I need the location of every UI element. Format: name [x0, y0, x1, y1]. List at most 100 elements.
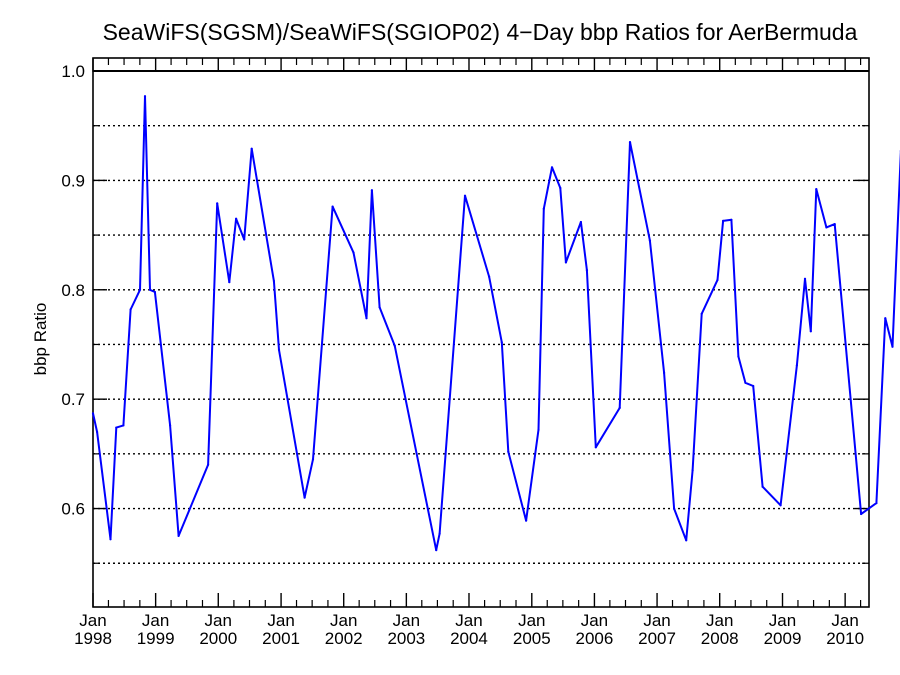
x-tick-label-year: 2003: [387, 629, 425, 648]
x-tick-label-year: 2005: [513, 629, 551, 648]
x-tick-label-month: Jan: [518, 611, 545, 630]
data-point: [378, 306, 381, 309]
data-point: [685, 539, 688, 542]
data-point: [153, 290, 156, 294]
data-point: [825, 226, 828, 229]
data-point: [463, 194, 467, 197]
data-point: [507, 450, 510, 453]
data-point: [352, 251, 355, 254]
data-point: [663, 371, 666, 374]
data-point: [779, 504, 782, 507]
data-point: [500, 341, 503, 344]
data-point: [891, 345, 894, 348]
x-tick-label-month: Jan: [643, 611, 670, 630]
data-point: [138, 288, 142, 291]
data-point: [243, 238, 246, 241]
data-point: [884, 317, 887, 320]
x-tick-label-month: Jan: [769, 611, 796, 630]
series-line: [92, 95, 900, 552]
data-point: [752, 384, 755, 388]
data-point: [716, 278, 719, 281]
data-point: [803, 277, 807, 280]
data-point: [177, 534, 180, 538]
data-point: [277, 348, 281, 351]
data-point: [875, 502, 878, 505]
data-point: [370, 189, 373, 192]
data-point: [730, 218, 733, 221]
x-tick-label-year: 2010: [826, 629, 864, 648]
data-point: [525, 519, 528, 522]
x-tick-label-month: Jan: [142, 611, 169, 630]
chart-title: SeaWiFS(SGSM)/SeaWiFS(SGIOP02) 4−Day bbp…: [103, 19, 858, 45]
data-point: [860, 512, 863, 516]
data-point: [393, 344, 396, 347]
x-tick-label-year: 2008: [701, 629, 739, 648]
data-point: [143, 95, 147, 98]
x-tick-label-month: Jan: [455, 611, 482, 630]
data-point: [365, 317, 368, 320]
y-axis-label: bbp Ratio: [31, 303, 50, 376]
data-point: [109, 538, 112, 541]
data-point: [537, 428, 540, 431]
data-point: [207, 463, 210, 466]
x-tick-label-month: Jan: [581, 611, 608, 630]
data-point: [579, 220, 583, 224]
plot-frame: [92, 57, 870, 608]
data-point: [700, 312, 703, 315]
data-point: [564, 261, 568, 264]
data-point: [435, 549, 438, 552]
y-tick-label: 1.0: [61, 62, 85, 81]
x-tick-label-year: 1999: [137, 629, 175, 648]
data-point: [438, 532, 441, 535]
data-point: [129, 308, 132, 311]
x-tick-label-year: 1998: [74, 629, 112, 648]
data-point: [585, 269, 589, 272]
data-point: [722, 219, 725, 222]
data-point: [228, 281, 231, 284]
x-tick-label-month: Jan: [393, 611, 420, 630]
x-tick-label-year: 2002: [325, 629, 363, 648]
data-point: [691, 469, 694, 472]
x-tick-label-month: Jan: [267, 611, 294, 630]
data-point: [809, 330, 812, 333]
y-tick-label: 0.6: [61, 500, 85, 519]
y-tick-label: 0.8: [61, 281, 85, 300]
data-point: [169, 424, 172, 427]
data-point: [115, 426, 118, 429]
data-point: [331, 205, 334, 208]
y-tick-label: 0.7: [61, 390, 85, 409]
x-tick-label-month: Jan: [79, 611, 106, 630]
x-tick-label-year: 2006: [576, 629, 614, 648]
axes: [92, 57, 870, 608]
x-tick-label-month: Jan: [831, 611, 858, 630]
data-point: [311, 458, 315, 461]
grid: [93, 70, 869, 564]
x-tick-label-month: Jan: [205, 611, 232, 630]
series: [91, 95, 900, 552]
data-point: [744, 381, 747, 384]
data-point: [303, 496, 306, 499]
x-tick-label-year: 2000: [199, 629, 237, 648]
x-tick-label-year: 2004: [450, 629, 488, 648]
data-point: [91, 412, 95, 415]
y-tick-label: 0.9: [61, 171, 85, 190]
data-point: [250, 147, 253, 150]
data-point: [618, 406, 621, 409]
x-tick-label-year: 2007: [638, 629, 676, 648]
data-point: [542, 207, 545, 210]
data-point: [628, 141, 632, 144]
data-point: [550, 166, 554, 169]
data-point: [648, 239, 652, 242]
data-point: [737, 355, 740, 358]
data-point: [795, 364, 799, 367]
data-point: [594, 446, 597, 449]
data-point: [96, 430, 99, 434]
data-point: [833, 223, 836, 226]
data-point: [815, 188, 818, 191]
x-tick-label-month: Jan: [330, 611, 357, 630]
data-point: [673, 507, 676, 510]
data-point: [122, 424, 125, 427]
data-point: [235, 217, 238, 220]
data-point: [559, 186, 562, 190]
